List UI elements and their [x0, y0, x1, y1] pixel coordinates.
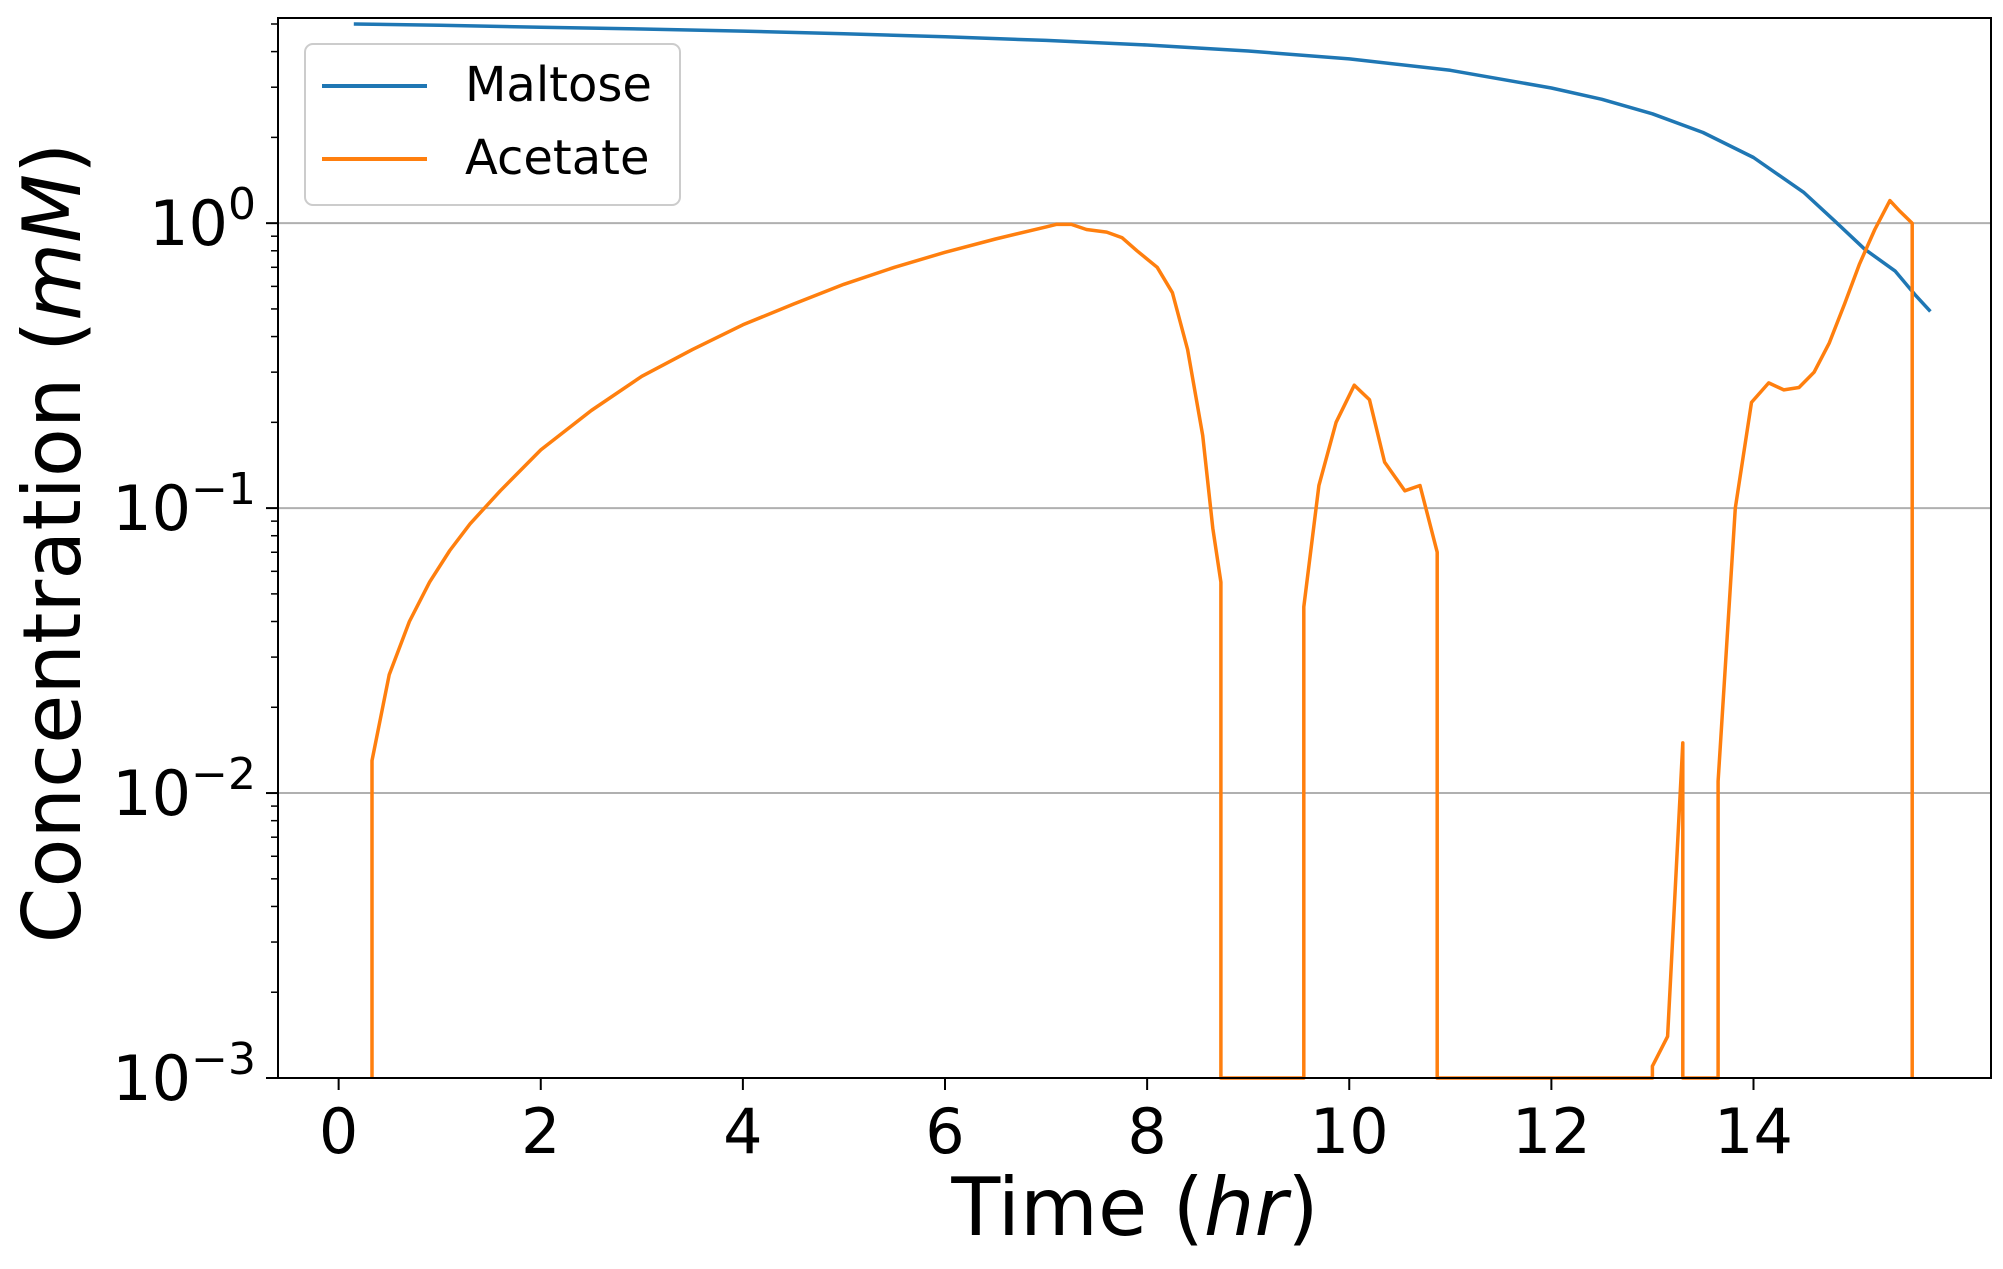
y-tick-label: 10−2 — [112, 749, 256, 830]
x-tick-label: 6 — [925, 1095, 964, 1168]
legend-label-acetate: Acetate — [465, 130, 650, 186]
x-tick-label: 14 — [1714, 1095, 1793, 1168]
y-tick-label: 100 — [149, 179, 256, 260]
x-tick-label: 4 — [723, 1095, 762, 1168]
x-axis-label: Time (hr) — [950, 1161, 1318, 1254]
x-tick-label: 0 — [319, 1095, 358, 1168]
x-axis-ticks: 0 2 4 6 8 10 12 14 — [319, 1078, 1793, 1168]
y-tick-label: 10−1 — [112, 464, 256, 545]
x-tick-label: 10 — [1310, 1095, 1389, 1168]
y-axis-label: Concentration (mM) — [6, 143, 99, 944]
y-tick-label: 10−3 — [112, 1034, 256, 1115]
x-tick-label: 8 — [1127, 1095, 1166, 1168]
grid-lines — [278, 222, 1991, 795]
plot-frame — [277, 17, 1992, 1079]
series-line-maltose — [353, 22, 1932, 313]
legend: Maltose Acetate — [304, 43, 681, 206]
x-tick-label: 2 — [521, 1095, 560, 1168]
y-axis-ticks: 10−3 10−2 10−1 100 — [112, 23, 278, 1115]
x-tick-label: 12 — [1512, 1095, 1591, 1168]
legend-label-maltose: Maltose — [465, 57, 652, 113]
